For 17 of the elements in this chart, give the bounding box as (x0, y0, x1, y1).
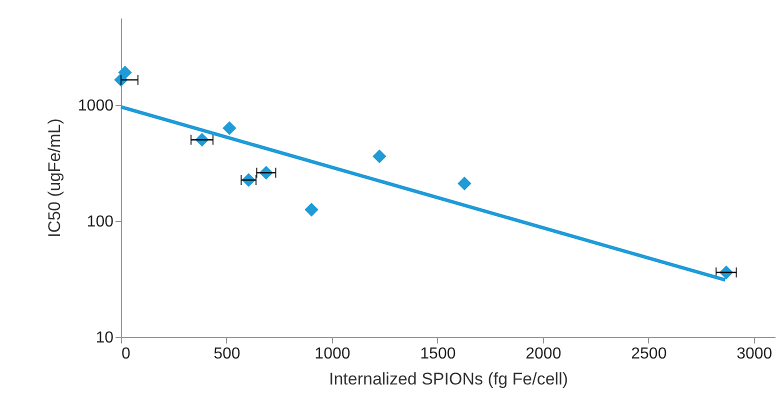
x-tick-label: 1000 (314, 346, 350, 362)
point (118, 66, 132, 80)
x-axis-title: Internalized SPIONs (fg Fe/cell) (328, 370, 568, 388)
x-tick-label: 2000 (526, 346, 562, 362)
y-tick-label: 100 (86, 213, 114, 230)
point (304, 202, 318, 217)
point (222, 121, 236, 136)
point (458, 176, 472, 190)
y-tick-label: 1000 (78, 97, 114, 114)
x-tick-label: 500 (214, 346, 240, 362)
y-axis-title: IC50 (ugFe/mL) (44, 118, 64, 238)
x-tick-label: 2500 (631, 346, 667, 362)
x-tick-label: 0 (122, 346, 130, 362)
y-tick-label: 10 (96, 330, 114, 346)
point (372, 149, 386, 164)
x-tick-label: 3000 (736, 346, 772, 362)
x-tick-label: 1500 (420, 346, 456, 362)
